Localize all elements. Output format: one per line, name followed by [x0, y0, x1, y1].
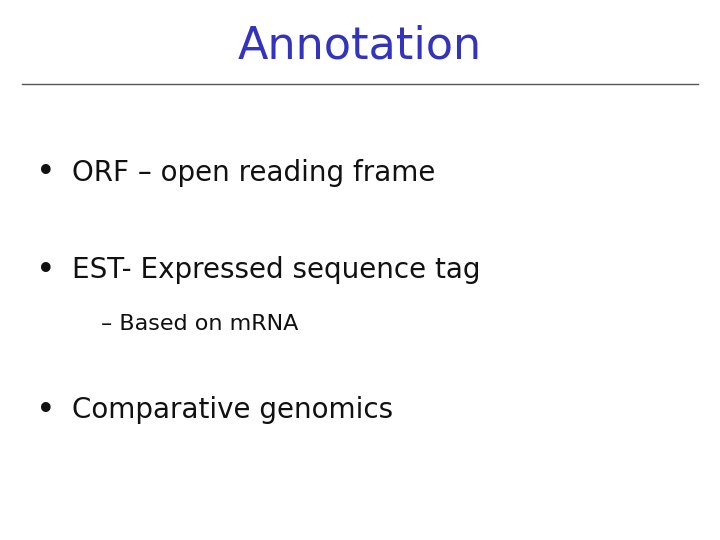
Text: •: • [36, 156, 55, 190]
Text: Comparative genomics: Comparative genomics [72, 396, 393, 424]
Text: •: • [36, 253, 55, 287]
Text: EST- Expressed sequence tag: EST- Expressed sequence tag [72, 256, 480, 284]
Text: •: • [36, 394, 55, 427]
Text: Annotation: Annotation [238, 24, 482, 68]
Text: ORF – open reading frame: ORF – open reading frame [72, 159, 436, 187]
Text: – Based on mRNA: – Based on mRNA [101, 314, 298, 334]
